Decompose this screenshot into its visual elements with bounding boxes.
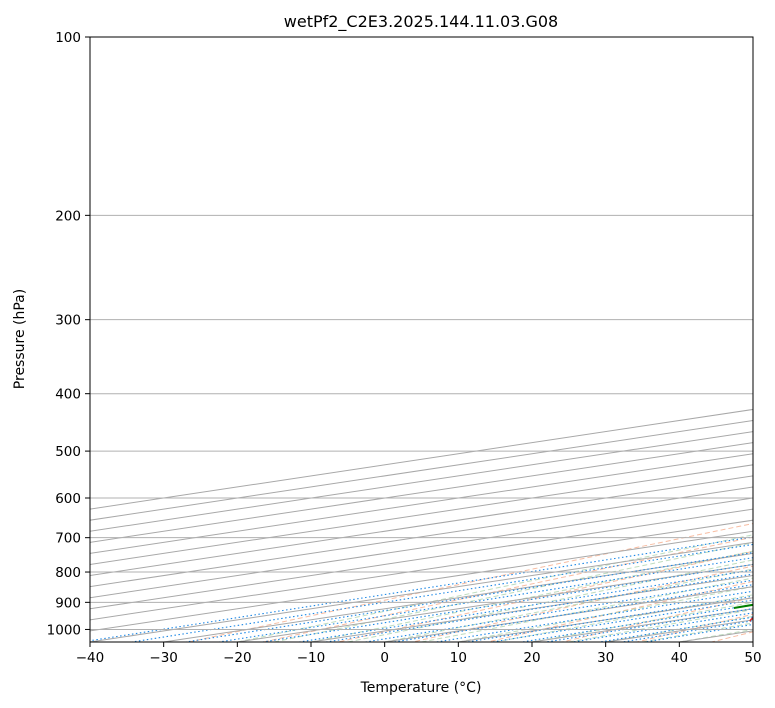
y-tick-label: 100 [55,30,81,46]
y-tick-label: 900 [55,595,81,611]
mixing-ratio-line [322,573,753,642]
y-tick-label: 700 [55,531,81,547]
x-tick-label: 10 [450,650,467,666]
dry-adiabat-line [410,565,753,642]
moist-adiabat-line [495,594,753,642]
y-tick-label: 800 [55,565,81,581]
x-tick-label: 20 [523,650,540,666]
isotherm-label: 40 [552,649,572,669]
x-axis: −40 −30 −20 −10 0 10 20 30 40 50 [76,642,762,666]
x-tick-label: −30 [149,650,178,666]
y-tick-label: 600 [55,491,81,507]
mixing-ratio-line [90,536,753,642]
x-tick-label: −10 [297,650,326,666]
dry-adiabat-line [560,596,753,642]
isotherm-line [90,519,753,621]
x-axis-title: Temperature (°C) [360,680,482,696]
plot-frame [89,36,754,643]
chart-title: wetPf2_C2E3.2025.144.11.03.G08 [284,12,558,32]
mixing-ratio-line [618,620,753,642]
y-tick-label: 200 [55,208,81,224]
x-tick-label: 30 [597,650,614,666]
mixing-ratio-line [215,557,753,642]
mixing-ratio-line [641,623,753,642]
dry-adiabat-line [335,550,753,642]
x-tick-label: 40 [671,650,688,666]
background-lines [90,408,753,642]
mixing-ratio-line [295,569,753,642]
mixing-ratio-line [596,616,753,642]
y-tick-label: 400 [55,387,81,403]
dry-adiabat-line [186,523,753,642]
mixing-ratio-line [259,563,753,642]
isotherm-label: 30 [747,609,767,629]
y-tick-label: 500 [55,444,81,460]
isotherm-line [90,530,753,632]
y-axis: 100 200 300 400 500 600 700 800 900 1000 [47,30,90,638]
isotherm-line [90,442,753,543]
x-tick-label: −20 [223,650,252,666]
isotherm-line [90,497,753,599]
y-tick-label: 300 [55,313,81,329]
moist-adiabat-line [384,568,753,642]
plot-background [90,37,753,642]
mixing-ratio-line [569,612,753,642]
isotherm-line [90,475,753,577]
x-tick-label: 50 [744,650,761,666]
isotherm-line [90,508,753,610]
moist-adiabat-line [458,586,753,642]
x-tick-label: 0 [380,650,389,666]
y-tick-label: 1000 [47,622,81,638]
isotherm-line [90,453,753,554]
isotherm-line [752,641,753,642]
isotherm-line [90,464,753,565]
x-tick-label: −40 [76,650,105,666]
y-axis-title: Pressure (hPa) [12,289,28,389]
isotherm-line [90,486,753,588]
